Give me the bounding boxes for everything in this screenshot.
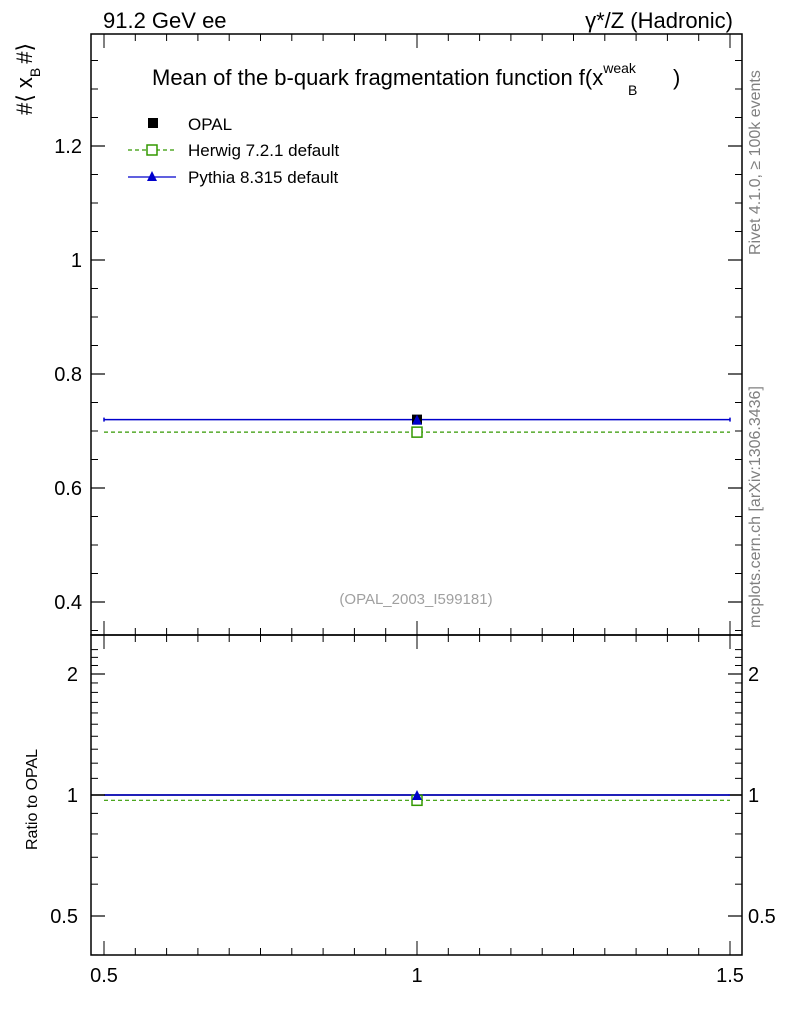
main-y-axis-label-main: #⟨ x — [12, 77, 37, 115]
rivet-version-label: Rivet 4.1.0, ≥ 100k events — [747, 70, 764, 255]
main-y-tick-label: 0.6 — [54, 478, 82, 500]
ratio-y-tick-label-left: 1 — [67, 785, 78, 807]
legend: OPAL Herwig 7.2.1 default Pythia 8.315 d… — [128, 115, 339, 187]
ratio-y-tick-label-left: 0.5 — [50, 906, 78, 928]
main-herwig-marker — [411, 426, 423, 438]
x-tick-label: 1 — [411, 965, 422, 987]
ratio-y-tick-label-right: 1 — [748, 785, 759, 807]
analysis-id-label: (OPAL_2003_I599181) — [339, 591, 492, 608]
chart-title-main: Mean of the b-quark fragmentation functi… — [152, 65, 593, 90]
ratio-y-tick-label-right: 2 — [748, 664, 759, 686]
header-energy-label: 91.2 GeV ee — [103, 8, 227, 33]
main-y-tick-label: 0.4 — [54, 592, 82, 614]
x-tick-labels: 0.5 1 1.5 — [90, 965, 744, 987]
legend-pythia-marker — [147, 171, 157, 181]
main-y-axis-label-sub: B — [27, 68, 43, 77]
mcplots-label: mcplots.cern.ch [arXiv:1306.3436] — [747, 386, 764, 628]
chart-title-x: x — [592, 65, 603, 90]
header-process-label: γ*/Z (Hadronic) — [585, 8, 733, 33]
main-minor-ticks — [91, 60, 742, 631]
main-y-tick-label: 0.8 — [54, 364, 82, 386]
main-y-axis-label-end: #⟩ — [12, 43, 37, 64]
legend-opal-label: OPAL — [188, 115, 232, 134]
chart-title-sup: weak — [602, 60, 637, 76]
ratio-y-tick-label-right: 0.5 — [748, 906, 776, 928]
legend-herwig-marker — [146, 144, 158, 156]
main-y-tick-label: 1 — [71, 250, 82, 272]
x-tick-label: 0.5 — [90, 965, 118, 987]
main-pythia-marker — [412, 414, 422, 425]
x-tick-label: 1.5 — [716, 965, 744, 987]
chart-title: Mean of the b-quark fragmentation functi… — [152, 60, 680, 98]
ratio-pythia-marker — [412, 790, 422, 800]
chart-title-close: ) — [673, 65, 680, 90]
ratio-y-tick-labels: 0.5 1 2 0.5 1 2 — [50, 664, 776, 928]
chart-title-sub: B — [628, 82, 637, 98]
legend-pythia-label: Pythia 8.315 default — [188, 168, 339, 187]
legend-herwig-label: Herwig 7.2.1 default — [188, 141, 339, 160]
legend-opal-marker — [148, 118, 158, 128]
main-y-tick-labels: 0.4 0.6 0.8 1 1.2 — [54, 136, 105, 614]
ratio-y-tick-label-left: 2 — [67, 664, 78, 686]
main-y-tick-label: 1.2 — [54, 136, 82, 158]
main-y-axis-label: #⟨ xB #⟩ — [12, 43, 43, 115]
x-ticks — [103, 34, 731, 955]
ratio-y-axis-label: Ratio to OPAL — [24, 749, 41, 850]
ratio-minor-ticks — [91, 649, 742, 956]
